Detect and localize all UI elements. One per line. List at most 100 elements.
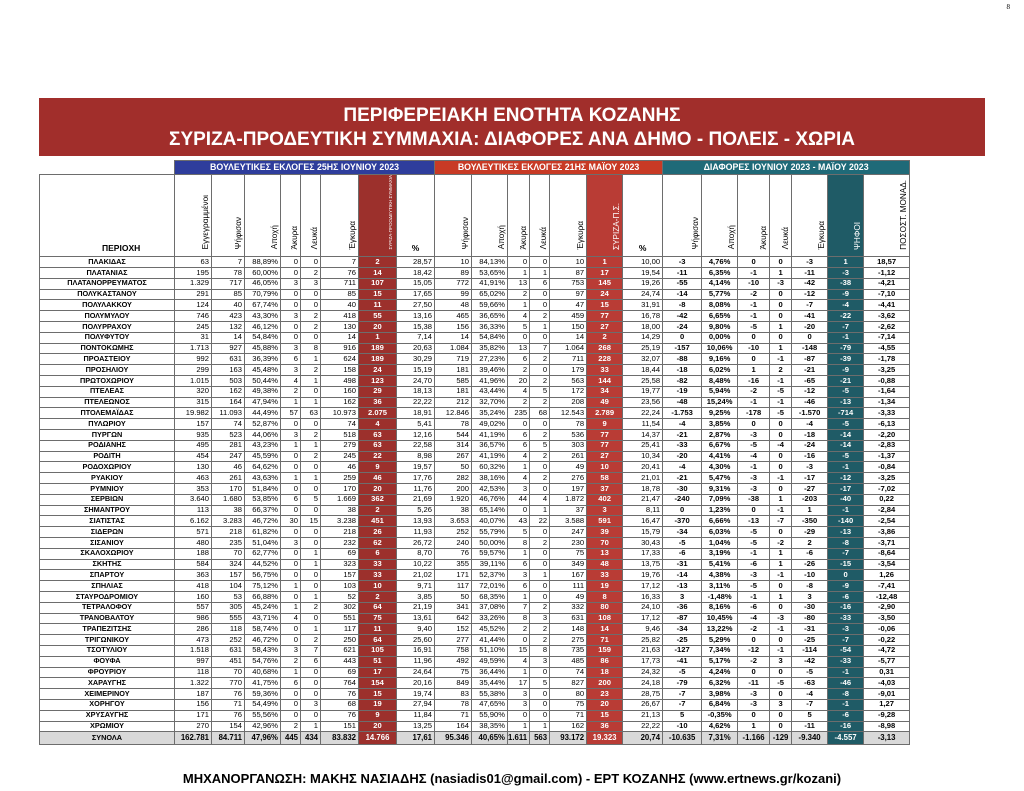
table-cell: 1,26 (863, 569, 911, 582)
table-cell: 642 (434, 612, 472, 625)
table-cell: -3,33 (863, 407, 911, 420)
table-cell: 16,47 (622, 515, 664, 528)
table-cell: 32,70% (471, 396, 508, 409)
table-cell: 4 (506, 450, 531, 463)
table-cell: 105 (358, 644, 397, 657)
area-name: ΤΡΙΓΩΝΙΚΟΥ (39, 634, 175, 646)
table-cell: -114 (791, 644, 829, 657)
table-cell: 58,74% (244, 623, 281, 636)
table-cell: -2,54 (863, 515, 911, 528)
table-cell: 83.832 (320, 731, 359, 746)
table-cell: 68 (529, 407, 551, 420)
table-cell: 9,31% (701, 483, 739, 495)
table-cell: 3 (280, 429, 301, 441)
group-june: ΒΟΥΛΕΥΤΙΚΕΣ ΕΚΛΟΓΕΣ 25ΗΣ ΙΟΥΝΙΟΥ 2023 (174, 160, 435, 175)
table-cell: 50 (434, 461, 472, 474)
table-cell: -0,22 (863, 634, 911, 646)
table-cell: 498 (320, 375, 359, 387)
table-cell: 1.872 (549, 493, 588, 506)
area-name: ΠΡΩΤΟΧΩΡΙΟΥ (39, 375, 175, 387)
table-cell: -11 (737, 677, 771, 690)
table-cell: 20 (358, 720, 397, 733)
table-cell: 764 (320, 677, 359, 690)
area-name: ΠΤΕΛΕΩΝΟΣ (39, 396, 175, 409)
table-cell: 591 (586, 515, 624, 528)
table-cell: -7 (827, 634, 865, 646)
table-cell: 735 (549, 644, 588, 657)
column-header: % (396, 173, 435, 258)
table-cell: 235 (506, 407, 531, 420)
table-cell: 252 (211, 634, 245, 646)
table-cell: 5 (529, 439, 551, 452)
table-cell: 0 (769, 634, 793, 646)
area-name: ΧΟΡΗΓΟΥ (39, 698, 175, 711)
table-cell: 1 (529, 569, 551, 582)
table-cell: -9 (827, 288, 865, 301)
table-cell: 13 (506, 342, 531, 355)
table-cell: 1 (280, 580, 301, 592)
table-cell: 75 (549, 547, 588, 560)
table-cell: 19 (586, 580, 624, 592)
table-cell: 2 (529, 396, 551, 409)
table-row: ΣΠΑΡΤΟΥ 363 157 56,75% 0 0 157 33 21,02 171 52,37%… (39, 569, 911, 582)
column-header-label: ΨΗΦΟΙ (853, 221, 863, 250)
table-cell: 1.611 (506, 731, 531, 746)
table-cell: 10,34 (622, 450, 664, 463)
table-cell: 0 (300, 418, 321, 431)
table-cell: 28,57 (396, 256, 435, 269)
table-cell: 0 (769, 256, 793, 269)
column-header: ΨΗΦΟΙ (827, 173, 865, 258)
table-cell: -7 (827, 321, 865, 333)
table-cell: 39,11% (471, 558, 508, 571)
table-row: ΤΕΤΡΑΛΟΦΟΥ 557 305 45,24% 1 2 302 64 21,19 341 37,… (39, 601, 911, 614)
table-cell: 8 (586, 591, 624, 603)
table-cell: 30,29 (396, 353, 435, 366)
table-cell: 3.238 (320, 515, 359, 528)
table-cell: 5,26 (396, 504, 435, 517)
table-cell: 171 (174, 709, 212, 722)
table-cell: 13,75 (622, 558, 664, 571)
table-cell: 14 (358, 267, 397, 279)
table-cell: -1,37 (863, 450, 911, 463)
table-cell: 0 (280, 256, 301, 269)
table-cell: 0 (280, 688, 301, 700)
table-cell: -1 (827, 698, 865, 711)
table-cell: -2 (737, 288, 771, 301)
table-cell: -20 (662, 450, 703, 463)
table-cell: 0 (300, 461, 321, 474)
column-header-label: Αποχή (727, 225, 737, 250)
table-cell: 4,41% (701, 450, 739, 463)
table-cell: 37 (549, 504, 588, 517)
table-cell: 65,14% (471, 504, 508, 517)
area-name: ΠΛΑΚΙΔΑΣ (39, 256, 175, 269)
table-cell: 3 (529, 655, 551, 668)
table-cell: 1 (300, 472, 321, 485)
table-cell: 0 (769, 429, 793, 441)
table-cell: 63 (300, 407, 321, 420)
table-cell: 170 (320, 483, 359, 495)
table-cell: 7 (300, 644, 321, 657)
table-cell: 22,22 (622, 720, 664, 733)
table-cell: -7 (791, 299, 829, 312)
table-cell: 355 (434, 558, 472, 571)
table-cell: 0 (280, 450, 301, 463)
table-cell: -1 (769, 353, 793, 366)
table-cell: 0 (300, 526, 321, 539)
table-cell: 332 (549, 601, 588, 614)
table-cell: 55,79% (471, 526, 508, 539)
table-cell: -5 (737, 537, 771, 549)
table-row: ΧΡΥΣΑΥΓΗΣ 171 76 55,56% 0 0 76 9 11,84 71 55,90% 0 0… (39, 709, 911, 722)
table-cell: 3 (662, 591, 703, 603)
table-cell: -5 (737, 580, 771, 592)
table-cell: 2 (300, 634, 321, 646)
table-cell: 6,02% (701, 364, 739, 377)
table-cell: 46 (320, 461, 359, 474)
table-cell: 7,14 (396, 331, 435, 344)
table-cell: 245 (320, 450, 359, 463)
area-name: ΧΑΡΑΥΓΗΣ (39, 677, 175, 690)
table-cell: 4 (506, 655, 531, 668)
table-cell: -25 (662, 634, 703, 646)
table-cell: 6 (280, 677, 301, 690)
table-cell: 154 (211, 720, 245, 733)
table-cell: -1 (769, 569, 793, 582)
